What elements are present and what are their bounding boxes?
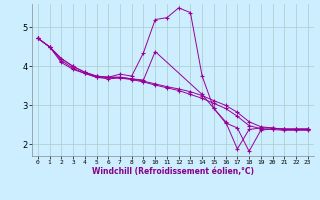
X-axis label: Windchill (Refroidissement éolien,°C): Windchill (Refroidissement éolien,°C) xyxy=(92,167,254,176)
